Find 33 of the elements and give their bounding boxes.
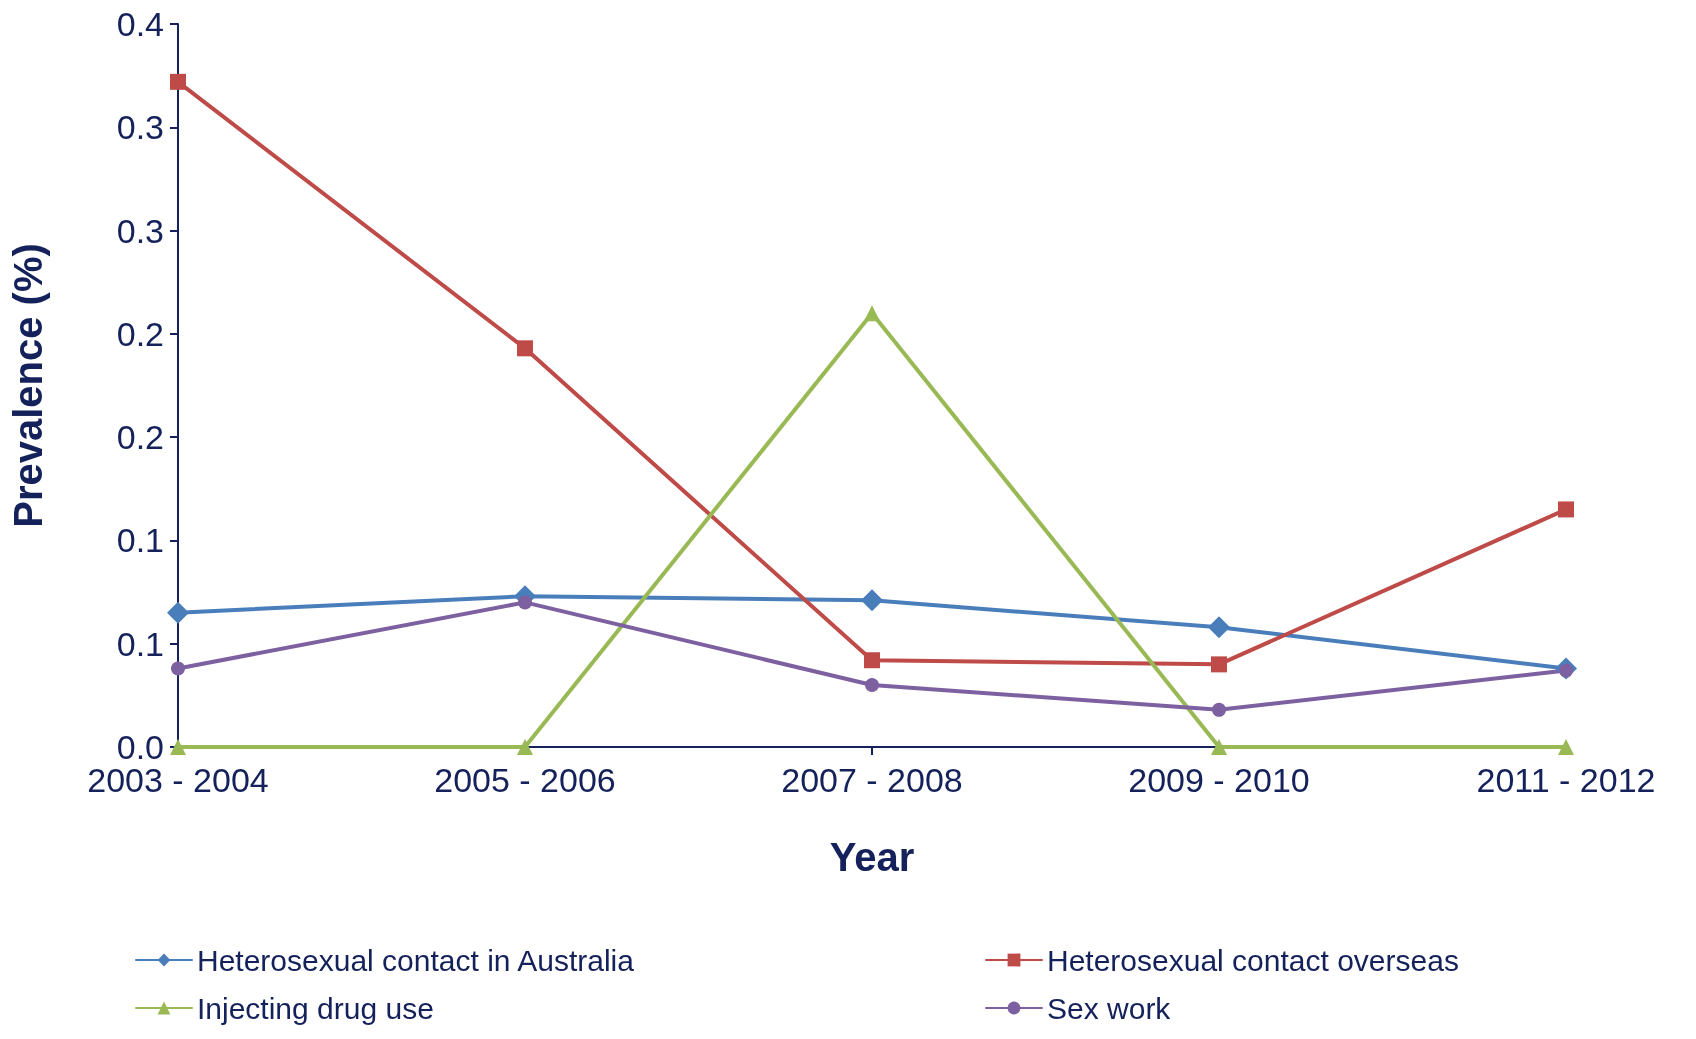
x-tick-label: 2007 - 2008 — [781, 761, 963, 799]
point — [518, 595, 532, 610]
point — [865, 678, 879, 693]
point — [864, 305, 880, 322]
point — [1558, 739, 1574, 755]
point — [1208, 616, 1230, 639]
legend-label: Sex work — [1047, 991, 1172, 1025]
y-tick-label: 0.2 — [116, 418, 164, 457]
legend-label: Heterosexual contact in Australia — [197, 943, 635, 977]
point — [1211, 739, 1227, 755]
x-tick-label: 2011 - 2012 — [1476, 761, 1656, 799]
point — [1212, 702, 1226, 717]
x-axis-title: Year — [829, 835, 915, 879]
point — [1211, 656, 1227, 673]
point — [864, 652, 880, 669]
legend-label: Heterosexual contact overseas — [1047, 943, 1459, 977]
y-tick-label: 0.1 — [116, 624, 164, 663]
point — [171, 661, 185, 676]
point — [517, 340, 533, 357]
point — [517, 739, 533, 755]
x-tick-label: 2005 - 2006 — [434, 761, 616, 799]
y-axis-title: Prevalence (%) — [6, 243, 50, 528]
y-tick-label: 0.3 — [116, 211, 164, 250]
legend-label: Injecting drug use — [197, 991, 434, 1025]
y-tick-label: 0.3 — [116, 108, 164, 147]
point — [170, 73, 186, 90]
point — [1558, 501, 1574, 518]
y-tick-label: 0.2 — [116, 314, 164, 353]
x-tick-label: 2009 - 2010 — [1128, 761, 1310, 799]
y-tick-label: 0.4 — [116, 5, 164, 43]
point — [167, 601, 189, 624]
y-tick-label: 0.1 — [116, 521, 164, 560]
point — [861, 589, 883, 612]
